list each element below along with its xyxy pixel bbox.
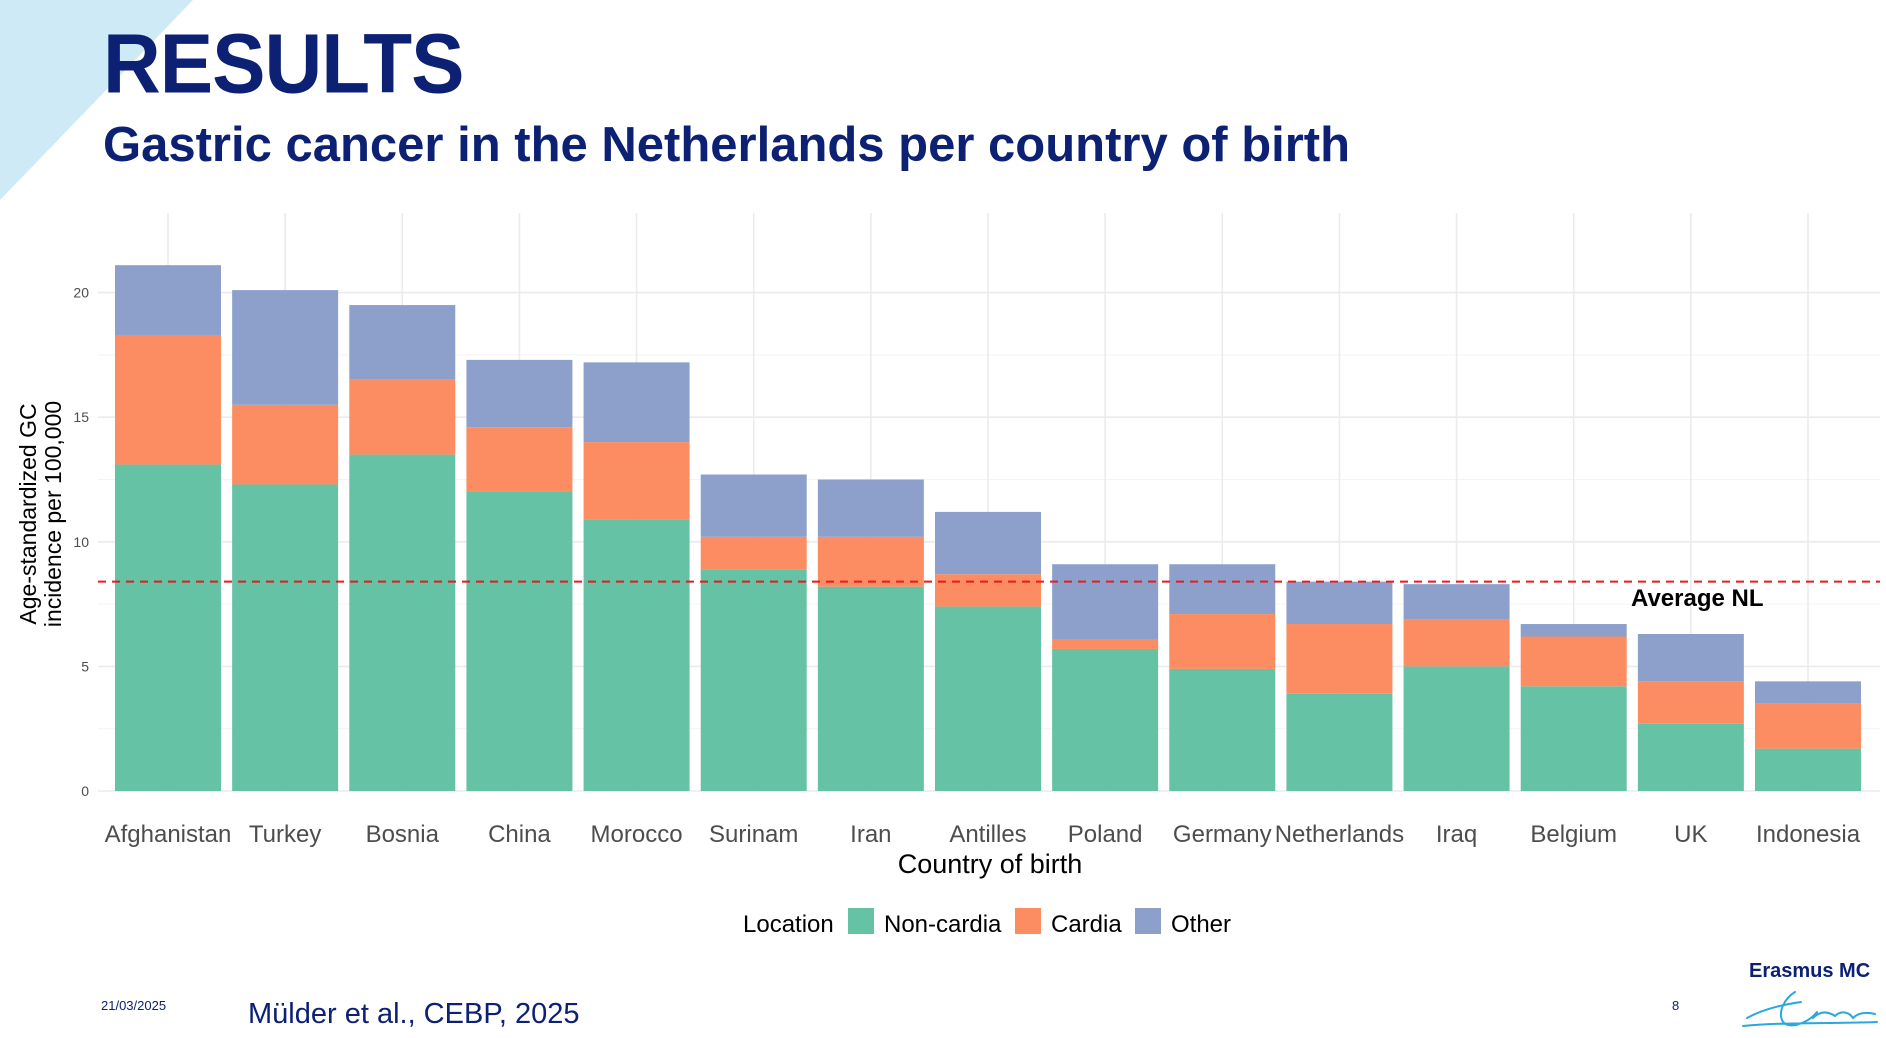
bar-segment-cardia [1286, 624, 1393, 694]
logo-text: Erasmus MC [1749, 960, 1871, 982]
citation: Mülder et al., CEBP, 2025 [248, 998, 580, 1030]
stacked-bar-chart: 0 5 10 15 20 Afghanistan Turkey Bosnia China Moro… [15, 213, 1880, 938]
legend-title: Location [743, 911, 834, 938]
corner-accent [0, 0, 193, 200]
bar-segment-non-cardia [232, 484, 339, 791]
bar-segment-non-cardia [349, 454, 456, 791]
legend-swatch-non-cardia [848, 908, 874, 934]
bar-segment-non-cardia [466, 491, 573, 791]
slide-subtitle: Gastric cancer in the Netherlands per co… [103, 118, 1351, 172]
bar-segment-cardia [583, 442, 690, 520]
bar-segment-other [817, 479, 924, 537]
bar-segment-other [583, 362, 690, 443]
bar-segment-other [349, 305, 456, 380]
x-tick-label: Indonesia [1756, 821, 1861, 848]
bar-segment-cardia [1169, 614, 1276, 669]
bar-segment-other [700, 474, 807, 537]
x-tick-label: Belgium [1530, 821, 1617, 848]
bar-segment-cardia [935, 574, 1041, 607]
bar-segment-cardia [1755, 703, 1861, 749]
x-tick-label: Germany [1173, 821, 1272, 848]
bar-segment-non-cardia [817, 586, 924, 791]
slide-title: RESULTS [103, 16, 464, 111]
bar-segment-other [1755, 681, 1861, 704]
y-tick-label: 15 [73, 409, 89, 425]
bar-segment-cardia [466, 427, 573, 492]
bar-segment-cardia [115, 334, 221, 465]
x-tick-label: China [488, 821, 551, 848]
x-tick-label: Turkey [249, 821, 321, 848]
x-tick-label: Netherlands [1275, 821, 1404, 848]
page-number: 8 [1672, 998, 1680, 1013]
reference-line-label: Average NL [1631, 585, 1764, 612]
bar-segment-non-cardia [700, 569, 807, 791]
bar-segment-other [1403, 584, 1510, 620]
bar-segment-non-cardia [1169, 668, 1276, 791]
signature-icon [1742, 991, 1878, 1027]
bar-segment-cardia [232, 404, 339, 485]
bar-segment-cardia [1637, 681, 1744, 724]
legend-swatch-other [1135, 908, 1161, 934]
bar-segment-non-cardia [1755, 748, 1861, 791]
x-axis-title: Country of birth [898, 849, 1083, 879]
bar-segment-non-cardia [1403, 666, 1510, 791]
bar-segment-non-cardia [115, 464, 221, 791]
y-tick-label: 20 [73, 285, 89, 301]
bar-segment-cardia [1403, 619, 1510, 667]
x-tick-label: Surinam [709, 821, 798, 848]
bar-segment-other [115, 265, 221, 335]
bar-segment-cardia [349, 379, 456, 455]
x-tick-label: Afghanistan [105, 821, 232, 848]
bar-segment-other [1520, 624, 1627, 637]
bar-segment-other [1169, 564, 1276, 615]
legend-label: Other [1171, 911, 1231, 938]
x-tick-label: Morocco [591, 821, 683, 848]
bar-segment-other [232, 290, 339, 405]
x-tick-label: Iraq [1436, 821, 1477, 848]
legend-swatch-cardia [1015, 908, 1041, 934]
bar-segment-other [1286, 581, 1393, 625]
bar-segment-non-cardia [583, 519, 690, 791]
bar-segment-other [466, 359, 573, 428]
bar-segment-other [1637, 634, 1744, 682]
x-tick-label: Poland [1068, 821, 1143, 848]
bar-segment-non-cardia [935, 606, 1041, 791]
bar-segment-cardia [817, 536, 924, 587]
x-tick-label: UK [1674, 821, 1707, 848]
bar-segment-cardia [1052, 638, 1159, 649]
y-axis-title: Age-standardized GCincidence per 100,000 [15, 401, 66, 627]
legend-label: Non-cardia [884, 911, 1002, 938]
bar-segment-non-cardia [1286, 693, 1393, 791]
erasmus-logo: Erasmus MC [1725, 958, 1885, 1036]
slide-date: 21/03/2025 [101, 998, 167, 1013]
y-tick-label: 10 [73, 534, 89, 550]
legend-label: Cardia [1051, 911, 1122, 938]
bar-segment-other [935, 511, 1041, 575]
bar-segment-non-cardia [1052, 648, 1159, 791]
y-tick-label: 5 [81, 658, 89, 674]
x-tick-label: Iran [850, 821, 891, 848]
y-tick-label: 0 [81, 783, 89, 799]
bar-segment-non-cardia [1520, 686, 1627, 791]
x-tick-label: Bosnia [366, 821, 440, 848]
bar-segment-non-cardia [1637, 723, 1744, 791]
bar-segment-other [1052, 564, 1159, 639]
bar-segment-cardia [1520, 636, 1627, 687]
x-tick-label: Antilles [949, 821, 1026, 848]
bar-segment-cardia [700, 536, 807, 570]
